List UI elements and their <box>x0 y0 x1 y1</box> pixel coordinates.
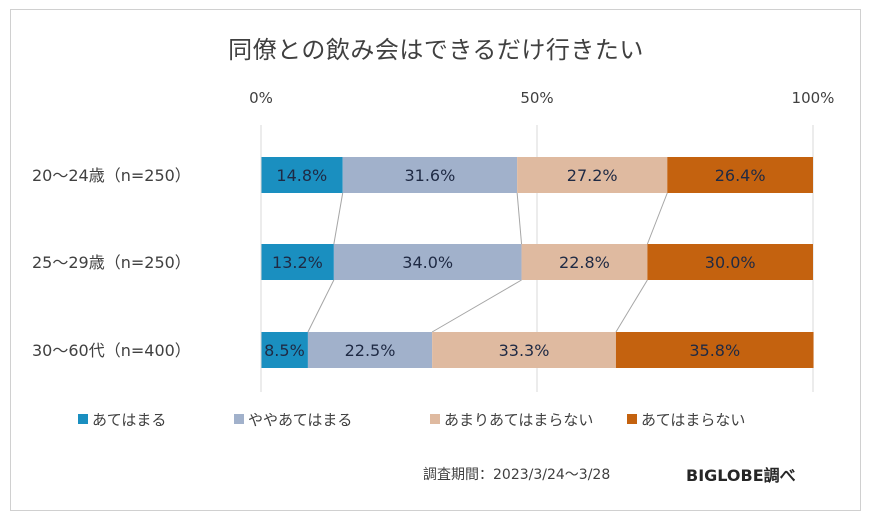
bar-segment <box>307 332 433 368</box>
bar-segment <box>517 157 668 193</box>
bar-segment <box>261 244 334 280</box>
legend-swatch <box>430 414 440 424</box>
data-label: 31.6% <box>404 166 455 185</box>
series-line <box>615 279 648 333</box>
data-label: 26.4% <box>715 166 766 185</box>
legend-label: ややあてはまる <box>248 411 352 429</box>
series-line <box>646 192 668 245</box>
data-label: 13.2% <box>272 253 323 272</box>
bar-segment <box>333 244 522 280</box>
data-label: 33.3% <box>499 341 550 360</box>
series-line <box>516 192 523 245</box>
data-label: 14.8% <box>276 166 327 185</box>
bar-segment <box>615 332 814 368</box>
series-line <box>307 279 335 333</box>
legend-swatch <box>78 414 88 424</box>
x-tick-label: 0% <box>249 89 273 107</box>
legend-label: あてはまらない <box>641 411 745 429</box>
bar-segment <box>432 332 616 368</box>
bar-segment <box>261 332 308 368</box>
data-label: 35.8% <box>689 341 740 360</box>
survey-period-note: 調査期間：2023/3/24〜3/28 <box>423 467 611 483</box>
bar-segment <box>647 244 813 280</box>
category-label: 30〜60代（n=400） <box>32 341 191 360</box>
data-label: 34.0% <box>402 253 453 272</box>
legend-label: あてはまる <box>92 411 166 429</box>
series-line <box>333 192 344 245</box>
bar-segment <box>521 244 648 280</box>
bar-segment <box>261 157 343 193</box>
legend-swatch <box>234 414 244 424</box>
data-label: 22.5% <box>345 341 396 360</box>
x-tick-label: 100% <box>792 89 835 107</box>
data-label: 27.2% <box>567 166 618 185</box>
category-label: 25〜29歳（n=250） <box>32 253 191 272</box>
data-label: 8.5% <box>264 341 305 360</box>
series-line <box>431 279 522 333</box>
bar-segment <box>667 157 813 193</box>
legend-label: あまりあてはまらない <box>444 411 593 429</box>
data-label: 30.0% <box>705 253 756 272</box>
bar-segment <box>342 157 518 193</box>
x-tick-label: 50% <box>520 89 553 107</box>
chart-title: 同僚との飲み会はできるだけ行きたい <box>228 36 644 64</box>
data-label: 22.8% <box>559 253 610 272</box>
source-credit: BIGLOBE調べ <box>686 466 796 485</box>
legend-swatch <box>627 414 637 424</box>
category-label: 20〜24歳（n=250） <box>32 166 191 185</box>
